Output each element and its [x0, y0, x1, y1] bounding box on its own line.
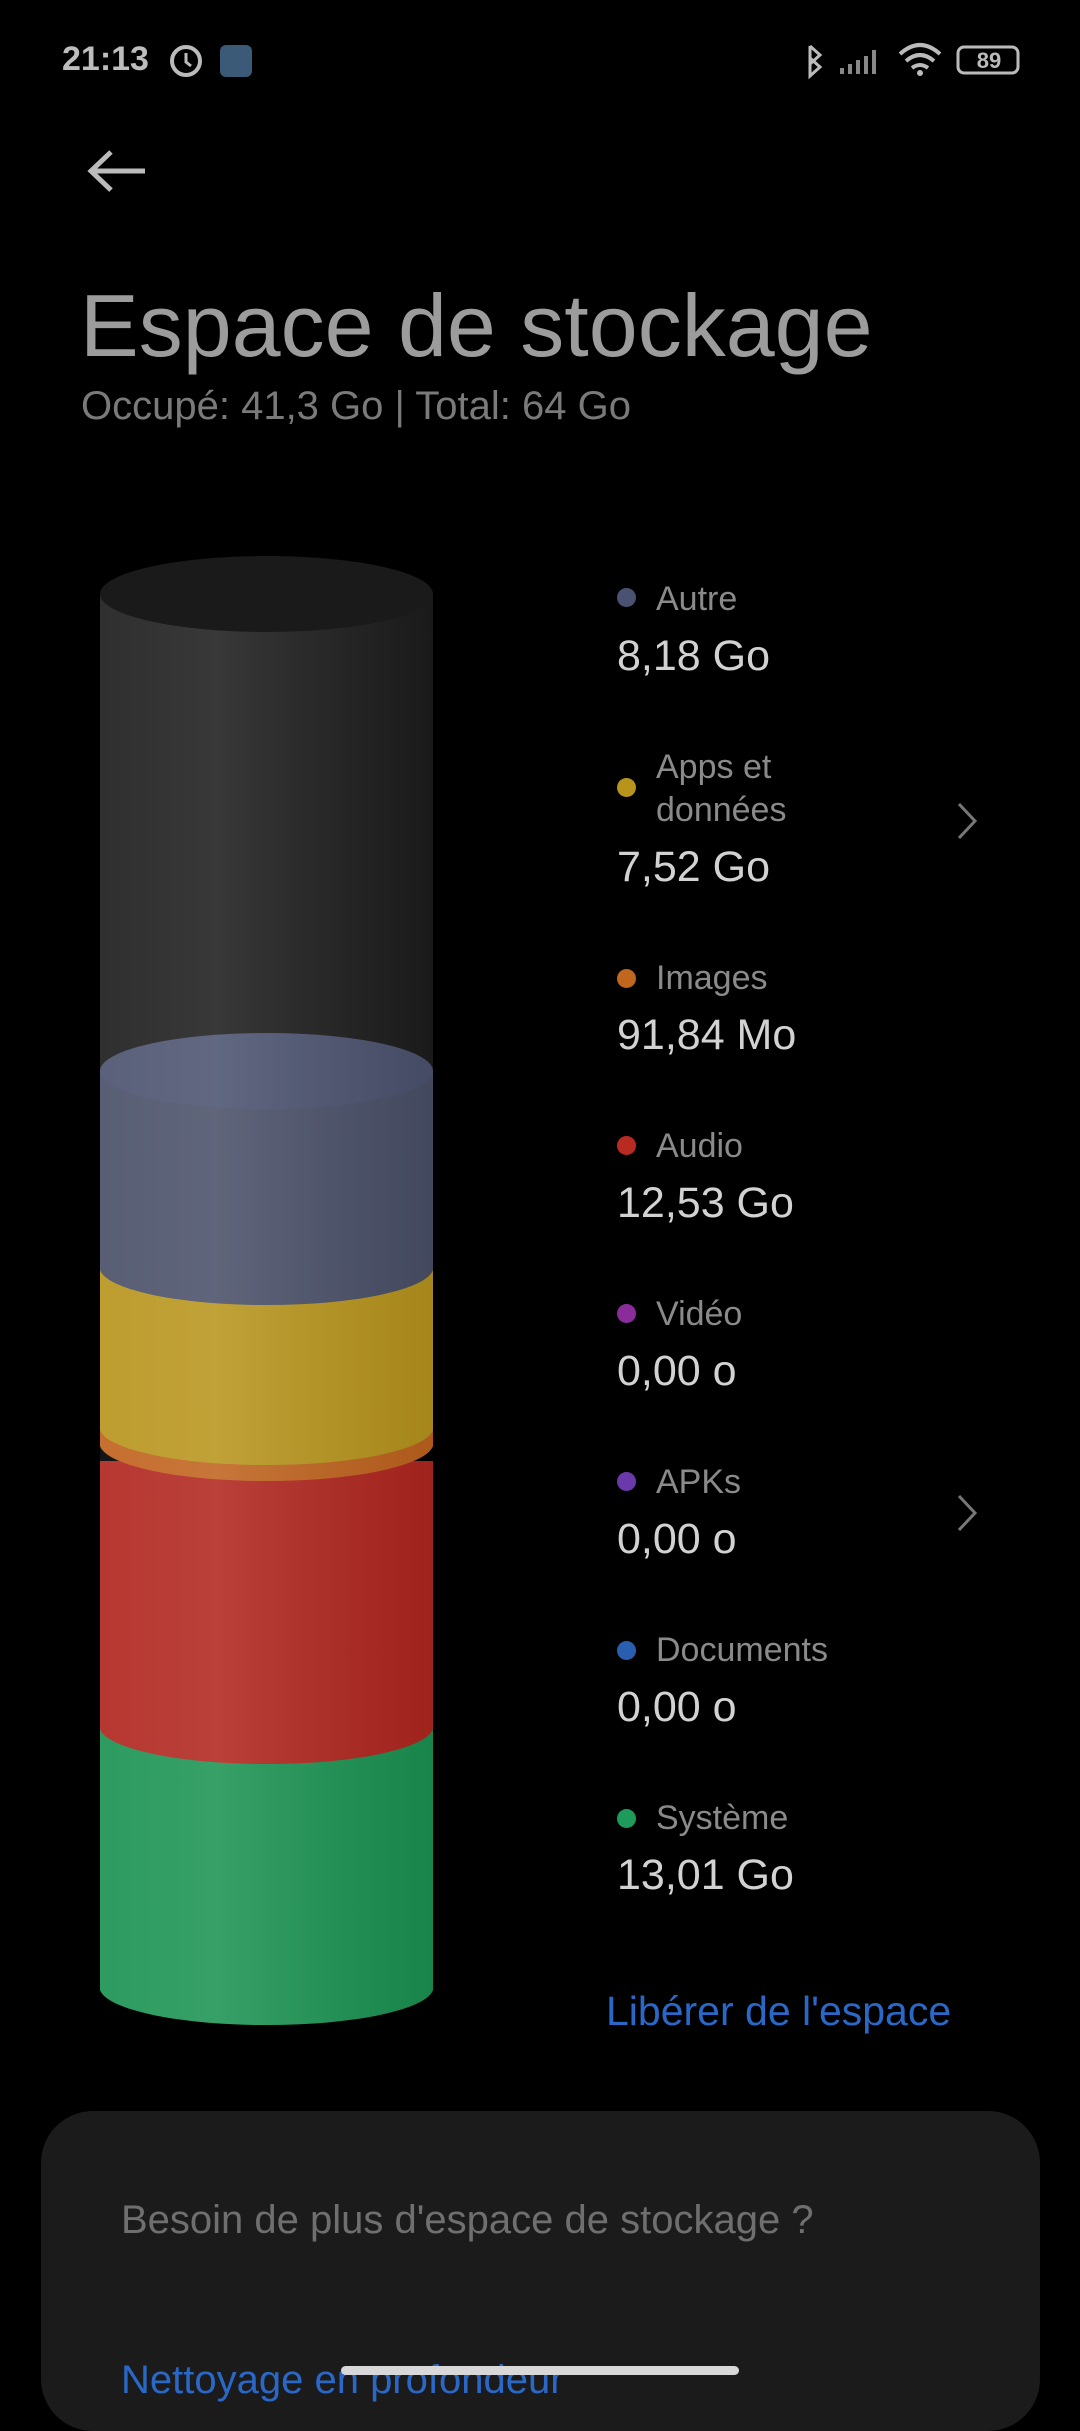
battery-level: 89 [976, 48, 1002, 73]
dot [617, 1136, 636, 1155]
home-indicator [341, 2366, 739, 2375]
time: 21:13 [62, 40, 149, 78]
item-value: 91,84 Mo [617, 1011, 797, 1059]
dot [617, 969, 636, 988]
item-value: 0,00 o [617, 1683, 737, 1731]
dot [617, 1809, 636, 1828]
item-value: 0,00 o [617, 1347, 737, 1395]
item-label: Images [656, 959, 768, 997]
item-label: Système [656, 1799, 789, 1837]
item-label: Autre [656, 580, 738, 618]
dot [617, 1641, 636, 1660]
item-value: 0,00 o [617, 1515, 737, 1563]
item-label[interactable]: APKs [656, 1463, 742, 1501]
chevron[interactable] [955, 1492, 979, 1534]
storage-cylinder [100, 556, 433, 2026]
status-icons [170, 45, 252, 77]
dot [617, 1304, 636, 1323]
item-value: 13,01 Go [617, 1851, 794, 1899]
dot [617, 778, 636, 797]
item-value: 7,52 Go [617, 843, 770, 891]
page-title: Espace de stockage [80, 276, 873, 375]
card-text: Besoin de plus d'espace de stockage ? [121, 2198, 814, 2242]
card-link[interactable]: Nettoyage en profondeur [121, 2358, 564, 2402]
status-right-icons [808, 43, 1020, 80]
chevron[interactable] [955, 800, 979, 842]
back-button[interactable] [85, 148, 150, 194]
item-value: 8,18 Go [617, 632, 770, 680]
dot [617, 588, 636, 607]
item-value: 12,53 Go [617, 1179, 794, 1227]
card [41, 2111, 1040, 2431]
item-label: Audio [656, 1127, 743, 1165]
item-label: Vidéo [656, 1295, 743, 1333]
page-subtitle: Occupé: 41,3 Go | Total: 64 Go [81, 384, 631, 428]
dot [617, 1472, 636, 1491]
item-label[interactable]: Apps et données [656, 748, 787, 829]
free-space-button[interactable]: Libérer de l'espace [606, 1988, 952, 2034]
item-label: Documents [656, 1631, 828, 1669]
